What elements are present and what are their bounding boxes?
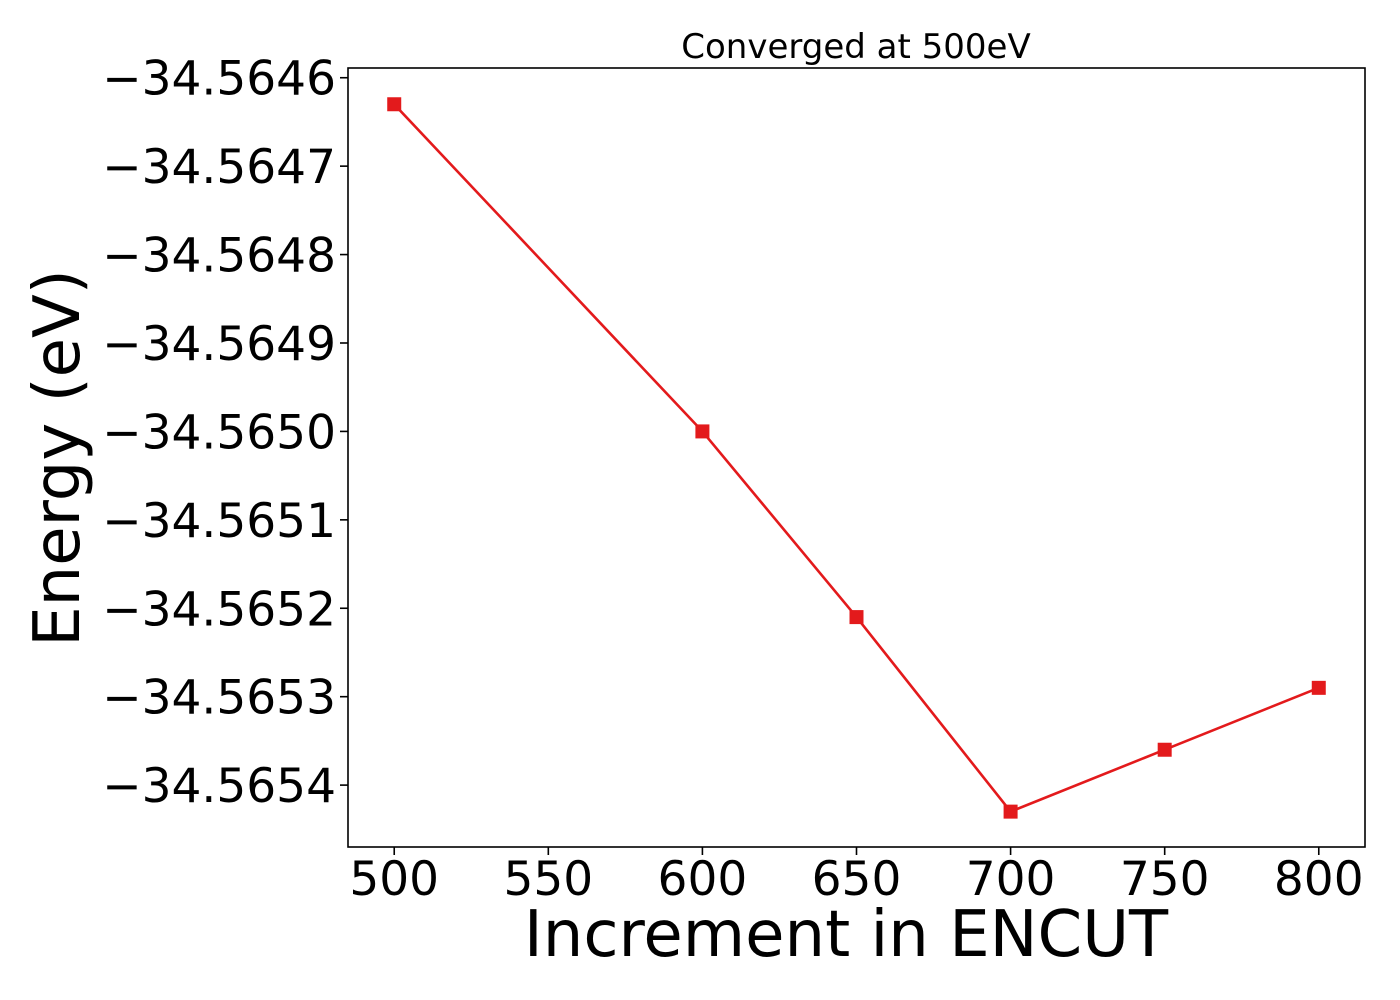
series-layer — [387, 97, 1326, 819]
y-tick-label: −34.5653 — [102, 671, 336, 726]
y-tick-label: −34.5651 — [102, 494, 336, 549]
data-point — [387, 97, 402, 112]
chart-title: Converged at 500eV — [681, 27, 1030, 67]
x-tick-label: 550 — [503, 852, 593, 907]
data-point — [1311, 680, 1326, 695]
x-axis-ticks: 500 550 600 650 700 750 800 — [349, 847, 1364, 907]
x-tick-label: 700 — [966, 852, 1056, 907]
series-line — [393, 103, 1320, 813]
data-point — [849, 610, 864, 625]
y-tick-label: −34.5648 — [102, 229, 336, 284]
y-tick-label: −34.5646 — [102, 52, 336, 107]
y-axis-ticks: −34.5646 −34.5647 −34.5648 −34.5649 −34.5650… — [102, 52, 348, 814]
y-tick-label: −34.5654 — [102, 759, 336, 814]
data-point — [1157, 742, 1172, 757]
y-tick-label: −34.5650 — [102, 405, 336, 460]
plot-frame — [347, 67, 1366, 848]
x-tick-label: 600 — [658, 852, 748, 907]
y-tick-label: −34.5652 — [102, 582, 336, 637]
data-point — [1003, 804, 1018, 819]
x-tick-label: 750 — [1120, 852, 1210, 907]
x-axis-label: Increment in ENCUT — [524, 898, 1169, 972]
y-tick-label: −34.5647 — [102, 140, 336, 195]
data-point — [695, 424, 710, 439]
x-tick-label: 800 — [1274, 852, 1364, 907]
y-axis-label: Energy (eV) — [21, 269, 95, 647]
y-tick-label: −34.5649 — [102, 317, 336, 372]
x-tick-label: 500 — [349, 852, 439, 907]
x-tick-label: 650 — [812, 852, 902, 907]
